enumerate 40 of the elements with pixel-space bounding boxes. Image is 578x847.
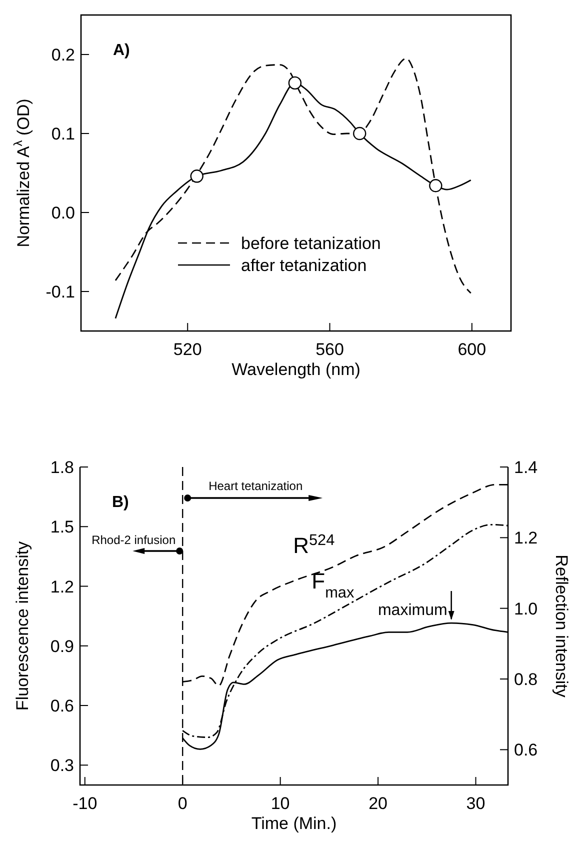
y-tick-label: 0.3 (50, 756, 74, 776)
point (288, 76, 302, 90)
x-tick-label: 0 (178, 794, 188, 813)
x-tick-label: 560 (316, 340, 344, 359)
x-tick-label: 20 (368, 794, 388, 813)
x-tick-label: 520 (173, 340, 202, 359)
x-tick-label: 10 (270, 794, 290, 813)
x-axis-title: Time (Min.) (251, 814, 337, 833)
y-tick-label: 0.0 (51, 204, 75, 222)
y2-tick-label: 1.2 (514, 528, 538, 548)
y-tick-label: -0.1 (46, 282, 75, 302)
y2-axis-title: Reflection intensity (552, 554, 571, 698)
y-tick-label: 0.1 (51, 124, 75, 144)
y-tick-label: 0.6 (50, 696, 74, 716)
y-tick-label: 0.9 (50, 636, 74, 656)
y-axis-title: Fluorescence intensity (13, 540, 32, 711)
series-label: R$^{524}$ (293, 531, 336, 558)
y-tick-label: 1.8 (50, 458, 74, 477)
legend-label: after tetanization (241, 256, 367, 275)
y2-tick-label: 1.0 (514, 599, 538, 618)
y-tick-label: 1.2 (50, 577, 74, 596)
y2-tick-label: 1.4 (514, 458, 538, 477)
x-axis-title: Wavelength (nm) (232, 360, 360, 379)
y-tick-label: 1.5 (50, 518, 74, 537)
text: B) (112, 494, 129, 511)
annotation: Rhod-2 infusion (92, 533, 176, 547)
x-tick-label: -10 (72, 794, 98, 813)
point (429, 179, 442, 192)
y2-tick-label: 0.8 (514, 670, 538, 689)
annotation: maximum (378, 602, 448, 620)
point (353, 126, 366, 140)
x-tick-label: 600 (458, 340, 486, 359)
x-tick-label: 30 (466, 794, 486, 813)
y-tick-label: 0.2 (51, 46, 75, 64)
legend-label: before tetanization (241, 234, 381, 253)
text: A) (113, 42, 130, 59)
series-label: F$_{max}$ (312, 568, 354, 602)
y2-tick-label: 0.6 (514, 740, 538, 760)
annotation: Heart tetanization (208, 479, 303, 493)
point (190, 170, 204, 183)
